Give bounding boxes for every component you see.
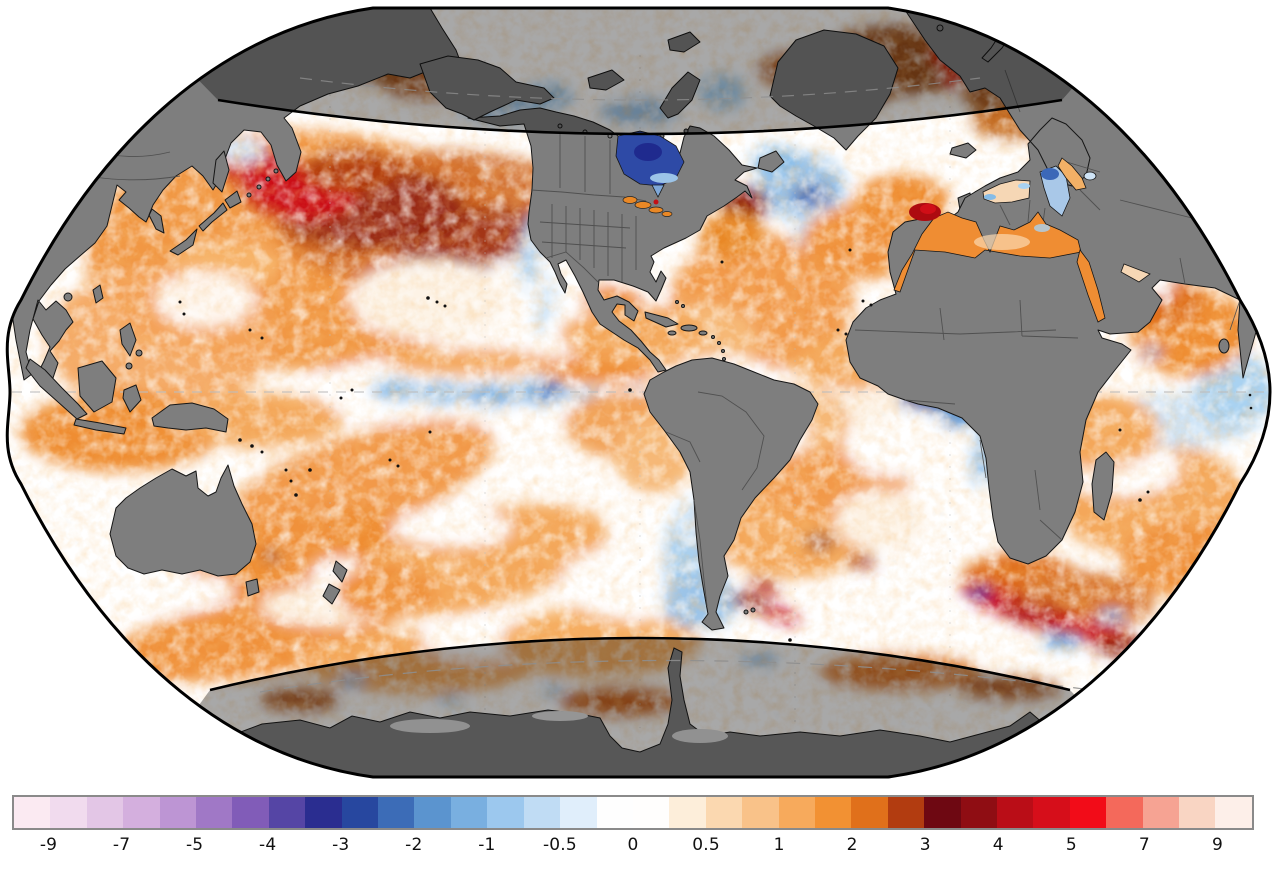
colorbar-segment-7 — [268, 797, 306, 828]
new-guinea — [151, 402, 229, 433]
australia — [109, 464, 257, 577]
colorbar-tick-3: 3 — [919, 835, 931, 855]
colorbar-segment-0 — [14, 797, 51, 828]
colorbar-tick-1: 1 — [773, 835, 785, 855]
colorbar-tick-5: 5 — [1065, 835, 1077, 855]
colorbar-tick--0.5: -0.5 — [542, 835, 577, 855]
colorbar-segment-12 — [450, 797, 488, 828]
alaska — [419, 55, 555, 121]
colorbar-segment-25 — [924, 797, 961, 828]
colorbar-segment-11 — [414, 797, 451, 828]
map-canvas — [5, 6, 1272, 779]
colorbar-segment-24 — [887, 797, 925, 828]
colorbar-segment-18 — [669, 797, 706, 828]
colorbar-segment-19 — [705, 797, 743, 828]
great-lakes — [622, 196, 673, 217]
colorbar-segment-30 — [1106, 797, 1143, 828]
latitude-60s-line — [209, 636, 1071, 692]
colorbar-tick-2: 2 — [846, 835, 858, 855]
colorbar-tick-0.5: 0.5 — [692, 835, 720, 855]
madagascar — [1091, 451, 1115, 521]
colorbar-segment-16 — [596, 797, 633, 828]
colorbar-segment-26 — [960, 797, 997, 828]
country-borders — [59, 69, 1241, 607]
latitude-60n-line — [217, 98, 1063, 136]
colorbar-segment-27 — [996, 797, 1034, 828]
baltic-sea — [1057, 157, 1087, 191]
colorbar-tick--3: -3 — [332, 835, 350, 855]
colorbar-segment-33 — [1215, 797, 1252, 828]
south-america — [643, 357, 819, 631]
colorbar-segment-21 — [778, 797, 815, 828]
colorbar-segment-28 — [1033, 797, 1070, 828]
polar-dim-north — [120, 8, 1150, 134]
colorbar-segment-32 — [1179, 797, 1216, 828]
colorbar-tick--9: -9 — [39, 835, 58, 855]
antarctica — [149, 647, 1161, 777]
projection-outline — [5, 6, 1272, 779]
colorbar-segment-23 — [851, 797, 888, 828]
japan — [169, 228, 198, 256]
colorbar-segment-17 — [632, 797, 670, 828]
colorbar-segment-3 — [123, 797, 160, 828]
colorbar-tick--1: -1 — [478, 835, 496, 855]
colorbar-segment-22 — [814, 797, 852, 828]
colorbar-segment-8 — [305, 797, 342, 828]
colorbar-segment-31 — [1142, 797, 1179, 828]
colorbar-segment-5 — [196, 797, 233, 828]
colorbar-segment-6 — [232, 797, 269, 828]
colorbar-segment-2 — [86, 797, 124, 828]
north-america — [467, 107, 758, 373]
colorbar-tick-0: 0 — [627, 835, 639, 855]
colorbar-segment-4 — [159, 797, 197, 828]
inland-seas — [615, 130, 1151, 323]
colorbar-tick-9: 9 — [1211, 835, 1223, 855]
colorbar-segment-29 — [1069, 797, 1107, 828]
colorbar-tick--4: -4 — [259, 835, 277, 855]
colorbar-segment-9 — [341, 797, 379, 828]
colorbar-tick--5: -5 — [185, 835, 204, 855]
colorbar-segment-1 — [50, 797, 87, 828]
colorbar-tick-7: 7 — [1138, 835, 1150, 855]
colorbar-segment-13 — [487, 797, 524, 828]
greenland — [769, 29, 899, 151]
colorbar-segment-15 — [560, 797, 597, 828]
red-sea — [1076, 249, 1106, 323]
colorbar-tick--2: -2 — [405, 835, 423, 855]
colorbar-segment-14 — [523, 797, 561, 828]
iceland — [949, 142, 977, 159]
colorbar-tick--7: -7 — [112, 835, 131, 855]
persian-gulf — [1120, 263, 1151, 283]
new-zealand — [332, 560, 348, 583]
colorbar-segment-10 — [378, 797, 415, 828]
colorbar-tick-labels: -9 -7 -5 -4 -3 -2 -1 -0.5 0 0.5 1 2 3 4 5 7 9 — [12, 835, 1254, 859]
polar-graticule — [259, 77, 1121, 695]
world-sst-anomaly-map — [5, 6, 1272, 779]
colorbar-tick-4: 4 — [992, 835, 1004, 855]
colorbar-segment-20 — [742, 797, 779, 828]
anomaly-colorbar — [12, 795, 1254, 830]
polar-dim-south — [140, 638, 1160, 777]
